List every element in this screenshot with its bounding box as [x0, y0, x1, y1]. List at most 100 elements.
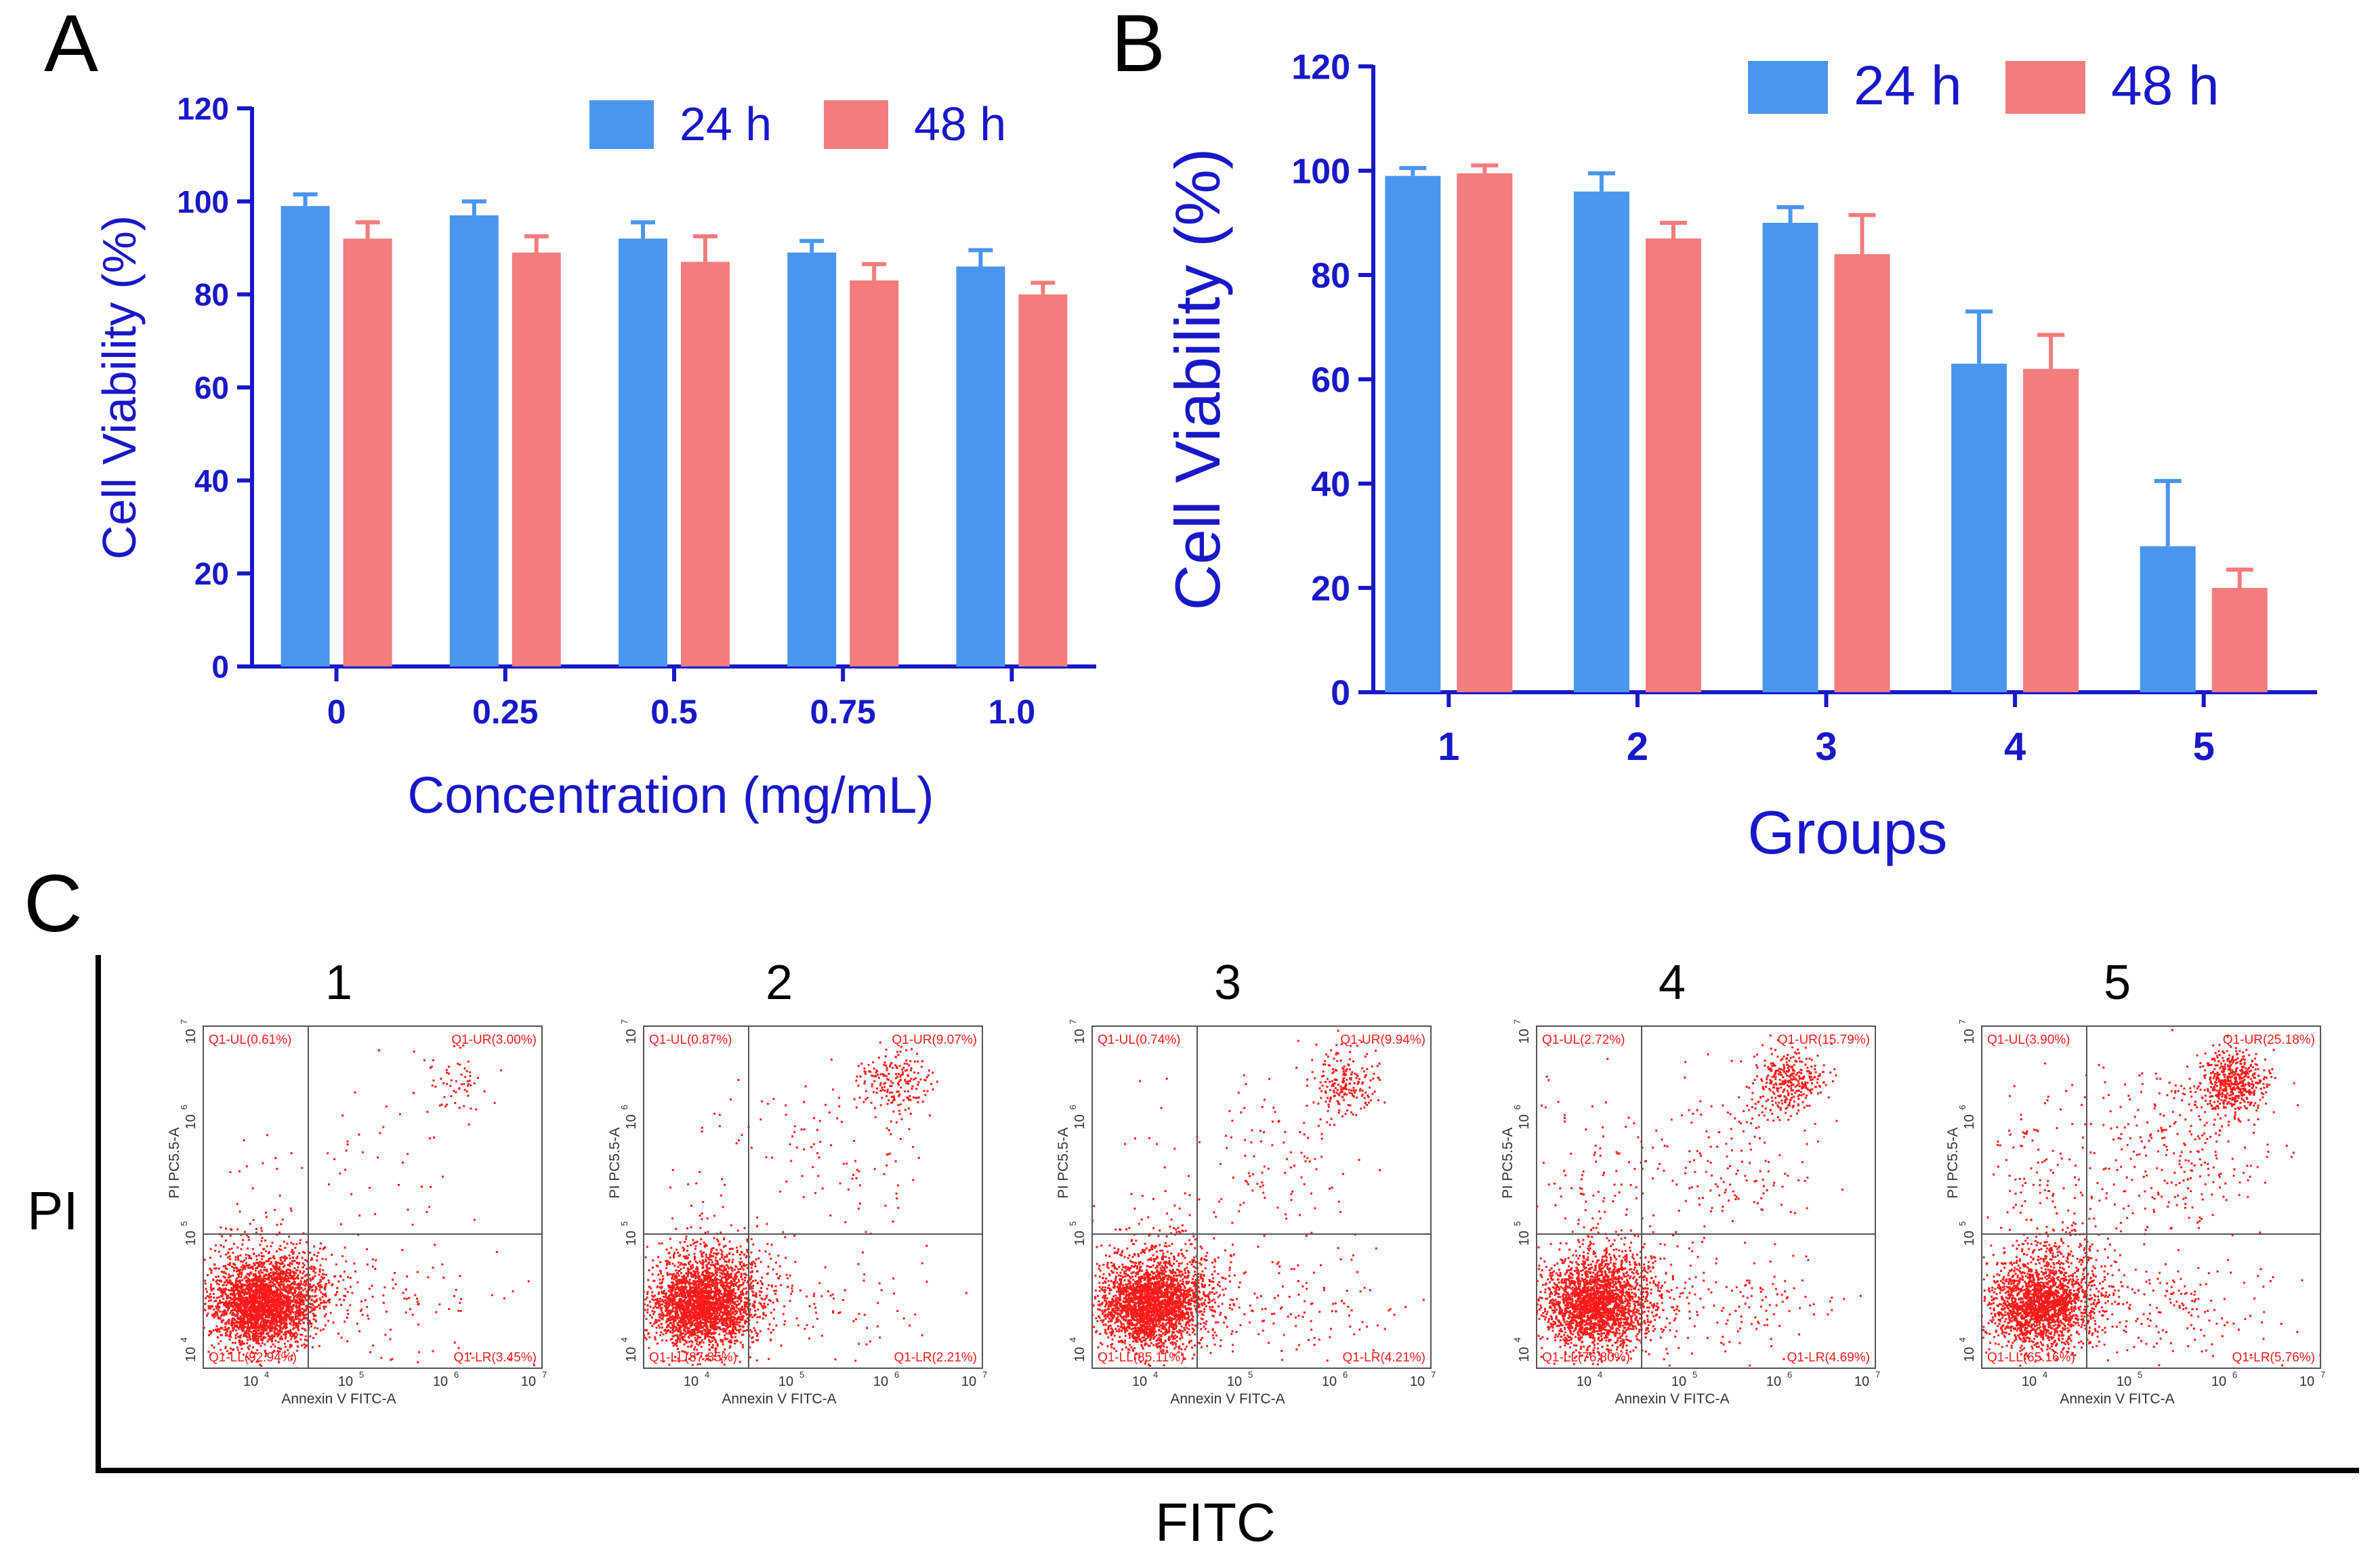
dot-ll — [253, 1292, 256, 1294]
dot-ll — [325, 1305, 327, 1308]
dot-ll — [669, 1303, 671, 1306]
dot-lr — [417, 1361, 419, 1363]
dot-ll — [674, 1312, 677, 1315]
dot-lr — [386, 1311, 388, 1313]
dot-ll — [677, 1313, 680, 1316]
dot-lr — [374, 1267, 377, 1270]
dot-ll — [245, 1321, 247, 1324]
dot-ll — [725, 1298, 728, 1301]
dot-ll — [253, 1279, 256, 1281]
dot-ll — [215, 1305, 217, 1308]
dot-ll — [306, 1299, 308, 1302]
dot-ll — [267, 1286, 270, 1289]
dot-ll — [678, 1299, 681, 1302]
dot-ll — [278, 1310, 281, 1313]
dot-ll — [278, 1361, 280, 1363]
dot-ll — [734, 1342, 736, 1344]
dot-ll — [311, 1295, 314, 1298]
dot-lr — [394, 1272, 396, 1274]
dot-ll — [283, 1295, 285, 1298]
dot-lr — [491, 1294, 493, 1296]
dot-ll — [661, 1275, 664, 1277]
dot-ll — [270, 1296, 272, 1298]
dot-ll — [707, 1261, 710, 1264]
dot-ll — [245, 1309, 247, 1312]
dot-ll — [267, 1252, 270, 1254]
dot-ll — [709, 1328, 711, 1331]
dot-ll — [227, 1263, 230, 1266]
dot-ll — [272, 1255, 275, 1258]
dot-ll — [260, 1334, 263, 1336]
dot-ll — [276, 1291, 278, 1294]
dot-ll — [291, 1250, 293, 1253]
dot-ll — [672, 1307, 675, 1309]
dot-ll — [228, 1318, 230, 1321]
dot-ll — [259, 1260, 262, 1263]
dot-ll — [325, 1273, 328, 1276]
dot-ll — [233, 1267, 236, 1269]
dot-ll — [184, 1269, 186, 1271]
dot-ll — [292, 1286, 295, 1289]
dot-ll — [701, 1339, 704, 1342]
dot-ll — [251, 1324, 253, 1326]
dot-ll — [336, 1291, 338, 1294]
dot-ll — [247, 1309, 249, 1312]
dot-lr — [459, 1275, 461, 1277]
dot-ll — [310, 1303, 312, 1305]
dot-ll — [258, 1263, 261, 1266]
dot-ll — [694, 1315, 696, 1318]
dot-ll — [226, 1296, 229, 1298]
dot-ur — [469, 1071, 472, 1074]
dot-ll — [295, 1315, 297, 1318]
dot-ll — [304, 1275, 306, 1277]
dot-ll — [676, 1315, 679, 1318]
dot-ll — [702, 1310, 705, 1313]
dot-ll — [295, 1309, 298, 1312]
dot-ll — [217, 1329, 220, 1332]
dot-ll — [285, 1345, 287, 1348]
dot-ll — [302, 1321, 305, 1323]
dot-ll — [318, 1268, 321, 1271]
dot-ll — [724, 1281, 726, 1284]
dot-ll — [224, 1326, 226, 1328]
dot-ll — [685, 1341, 688, 1344]
dot-ll — [266, 1332, 269, 1335]
dot-ll — [249, 1315, 251, 1317]
dot-lr — [437, 1372, 439, 1374]
dot-ll — [297, 1312, 299, 1315]
bar — [512, 252, 561, 666]
dot-ll — [247, 1321, 249, 1324]
dot-ll — [285, 1326, 288, 1329]
dot-ur — [466, 1080, 469, 1083]
dot-ur — [473, 1219, 476, 1221]
dot-ll — [675, 1344, 678, 1347]
dot-ll — [727, 1276, 730, 1279]
dot-ll — [324, 1286, 327, 1289]
dot-ur — [425, 1210, 428, 1213]
dot-ll — [279, 1296, 282, 1299]
dot-ll — [668, 1363, 671, 1366]
dot-ll — [263, 1275, 266, 1277]
dot-ll — [294, 1290, 297, 1292]
dot-ll — [752, 1279, 754, 1282]
dot-ll — [699, 1317, 701, 1320]
dot-ll — [241, 1286, 244, 1288]
dot-ll — [254, 1275, 257, 1278]
dot-ll — [678, 1288, 681, 1290]
dot-ll — [224, 1265, 227, 1267]
dot-ll — [699, 1298, 701, 1301]
dot-ll — [709, 1294, 712, 1297]
dot-ll — [260, 1295, 263, 1298]
dot-ll — [681, 1302, 684, 1305]
bar — [956, 266, 1005, 666]
dot-ll — [304, 1313, 307, 1316]
dot-ll — [685, 1306, 688, 1309]
dot-ll — [252, 1277, 255, 1280]
dot-ur — [463, 1082, 465, 1085]
dot-lr — [278, 1308, 281, 1311]
dot-ll — [293, 1267, 296, 1269]
dot-ll — [657, 1319, 660, 1321]
dot-ll — [201, 1303, 203, 1305]
dot-ll — [293, 1278, 295, 1281]
dot-ll — [696, 1329, 699, 1332]
